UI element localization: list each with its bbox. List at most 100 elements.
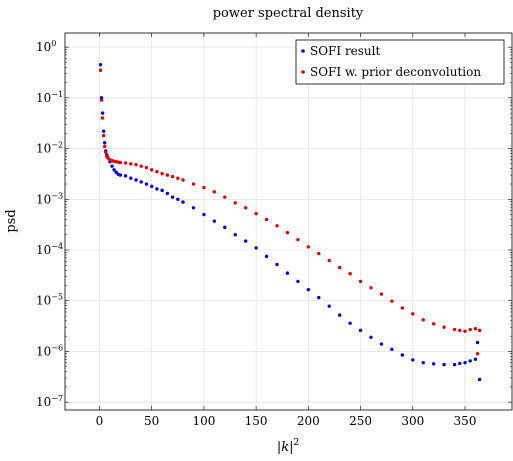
data-point [181, 200, 185, 204]
data-point [379, 342, 384, 346]
data-point [155, 187, 159, 191]
data-point [212, 190, 217, 194]
data-point [358, 279, 363, 284]
y-tick-label: 10−1 [36, 90, 63, 105]
data-point [100, 111, 105, 115]
data-point [477, 377, 482, 382]
x-tick-label: 150 [245, 414, 268, 428]
data-point [149, 184, 154, 189]
x-axis-label-main: |k| [277, 440, 294, 455]
data-point [212, 219, 217, 223]
data-point [134, 178, 138, 182]
y-tick-label: 10−5 [36, 293, 63, 308]
data-point [264, 254, 269, 259]
x-tick-label: 50 [144, 414, 159, 428]
data-point [254, 211, 258, 216]
data-point [114, 170, 118, 175]
data-point [348, 321, 352, 325]
legend-marker-sofi-result [301, 49, 305, 53]
data-point [170, 195, 175, 199]
data-point [202, 185, 206, 190]
data-point [254, 246, 258, 250]
data-point [379, 292, 384, 296]
y-tick-label: 10−3 [36, 191, 63, 206]
data-point [165, 191, 170, 196]
x-axis-label-sup: 2 [293, 438, 299, 448]
data-point [102, 144, 107, 149]
data-point [129, 176, 133, 180]
data-point [458, 361, 462, 366]
data-point [348, 272, 352, 276]
data-point [129, 162, 133, 166]
data-point [139, 180, 143, 184]
data-point [327, 258, 331, 263]
data-point [477, 328, 482, 333]
data-point [411, 312, 415, 316]
grid [65, 33, 512, 410]
y-tick-label: 10−7 [36, 394, 63, 409]
legend-box [295, 39, 505, 85]
data-point [165, 173, 170, 177]
data-point [358, 328, 363, 333]
data-point [101, 129, 106, 133]
data-point [176, 176, 180, 180]
data-point [317, 251, 321, 256]
data-point [275, 262, 279, 267]
data-point [176, 197, 180, 201]
data-point [191, 182, 196, 186]
data-point [400, 353, 405, 357]
data-point [134, 163, 138, 167]
y-tick-label: 100 [36, 39, 56, 54]
data-point [191, 206, 196, 210]
plot-frame [64, 32, 513, 411]
data-point [160, 171, 164, 176]
data-point [123, 161, 128, 165]
data-point [170, 174, 175, 179]
legend: SOFI result SOFI w. prior deconvolution [295, 39, 505, 85]
data-point [202, 212, 206, 217]
data-point [475, 340, 480, 345]
series-sofi-deconv [98, 68, 482, 356]
data-point [337, 265, 342, 270]
data-point [442, 325, 446, 329]
data-point [155, 169, 159, 174]
data-point [327, 304, 331, 308]
data-point [296, 237, 300, 242]
data-point [369, 335, 373, 339]
data-point [123, 174, 128, 178]
x-tick-label: 350 [454, 414, 477, 428]
y-ticks: 10−7 10−6 10−5 10−4 10−3 10−2 10−1 100 [36, 39, 512, 409]
data-point [463, 360, 467, 365]
data-point [421, 360, 425, 365]
data-point [112, 168, 116, 172]
data-point [264, 217, 269, 222]
data-point [233, 201, 237, 205]
data-point [102, 141, 107, 145]
data-point [442, 362, 446, 367]
data-point [390, 299, 394, 303]
legend-marker-sofi-deconv [301, 70, 305, 74]
data-point [296, 279, 300, 284]
x-tick-label: 300 [401, 414, 424, 428]
data-point [468, 327, 472, 332]
data-point [139, 164, 143, 168]
data-point [475, 352, 480, 356]
data-point [144, 165, 149, 170]
data-point [118, 160, 123, 165]
data-point [452, 327, 457, 332]
data-point [390, 347, 394, 352]
data-point [98, 68, 103, 72]
y-tick-label: 10−2 [36, 141, 63, 156]
data-point [411, 358, 415, 362]
data-point [160, 188, 164, 193]
data-point [306, 287, 311, 292]
data-point [181, 178, 185, 182]
data-point [243, 206, 248, 210]
chart-title: power spectral density [213, 6, 364, 21]
data-point [100, 116, 105, 120]
data-point [275, 224, 279, 228]
x-ticks: 0 50 100 150 200 250 300 350 [96, 33, 477, 428]
data-point [317, 295, 321, 300]
data-point [110, 164, 114, 168]
